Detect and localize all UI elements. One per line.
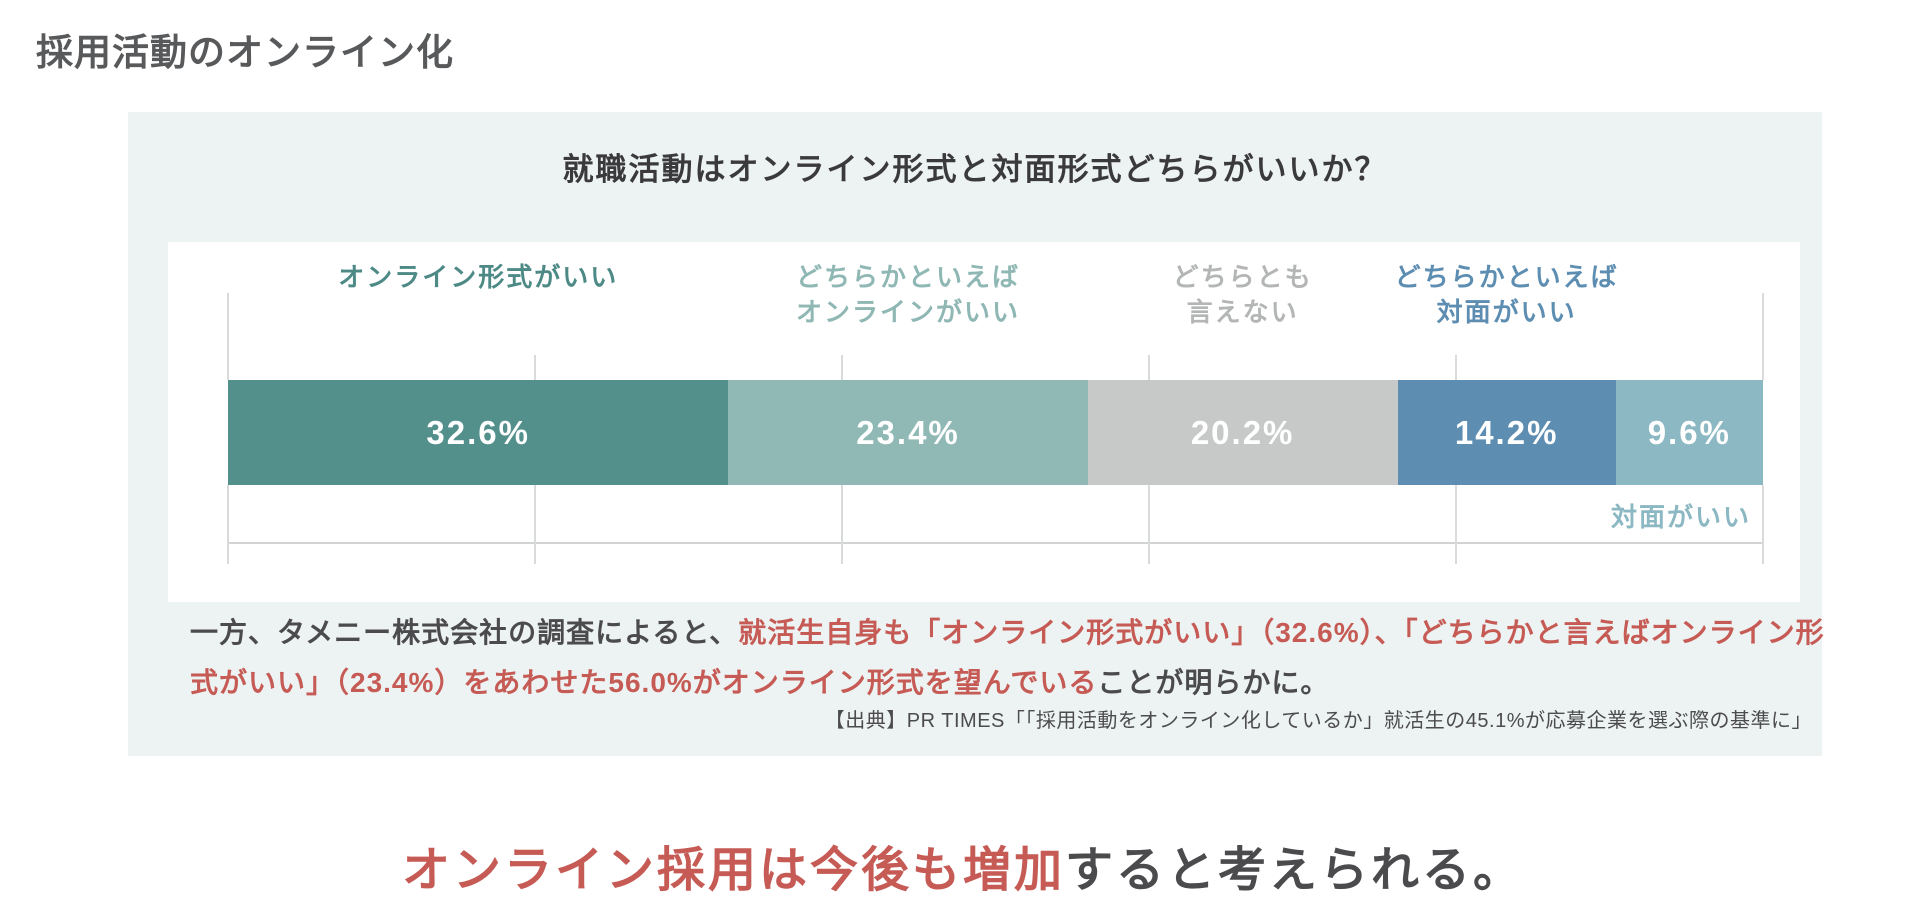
bar-value-label-1: 32.6% [426,413,530,451]
category-label-2-line2: オンラインがいい [795,297,1021,327]
bar-segment-3: 20.2% [1087,380,1398,485]
axis-tick [841,355,843,380]
axis-tick [227,293,229,380]
category-label-2-line1: どちらかといえば [795,262,1021,292]
grid-column-line [534,485,536,564]
category-label-4-line1: どちらかといえば [1394,262,1619,292]
stacked-bar: 32.6% 23.4% 20.2% 14.2% 9.6% [228,380,1763,485]
page-title: 採用活動のオンライン化 [36,32,454,73]
category-label-4: どちらかといえば 対面がいい [1395,260,1619,330]
body-lead: 一方、タメニー株式会社の調査によると、 [190,617,739,648]
headline-rest: すると考えられる。 [1065,844,1525,897]
survey-card: 就職活動はオンライン形式と対面形式どちらがいいか？ オンライン形式がいい どちら… [128,112,1824,756]
grid-column-line [1148,485,1150,564]
grid-column-line [1762,485,1764,564]
category-label-3-line2: 言えない [1186,297,1299,327]
conclusion-headline: オンライン採用は今後も増加すると考えられる。 [0,830,1926,900]
category-label-5: 対面がいい [1610,502,1751,532]
bar-segment-4: 14.2% [1397,380,1616,485]
grid-horizontal-line [228,542,1763,544]
bar-segment-1: 32.6% [228,380,729,485]
category-label-1-line1: オンライン形式がいい [338,262,619,292]
category-label-4-line2: 対面がいい [1436,297,1577,327]
bar-value-label-5: 9.6% [1647,413,1731,451]
bar-value-label-4: 14.2% [1454,413,1559,451]
headline-highlight: オンライン採用は今後も増加 [401,844,1065,897]
axis-tick [1148,355,1150,380]
axis-tick [1455,355,1457,380]
body-highlight: 就活生自身も「オンライン形式がいい」（32.6%）、「どちらかと言えばオンライン… [190,617,1825,698]
grid-column-line [841,485,843,564]
axis-tick [1762,293,1764,380]
source-citation: 【出典】PR TIMES「「採用活動をオンライン化しているか」就活生の45.1%… [824,710,1812,732]
chart-title: 就職活動はオンライン形式と対面形式どちらがいいか？ [562,152,1388,187]
chart-panel: オンライン形式がいい どちらかといえば オンラインがいい どちらとも 言えない … [168,242,1800,602]
grid-column-line [227,485,229,564]
axis-tick [534,355,536,380]
category-label-3: どちらとも 言えない [1173,260,1313,330]
bar-value-label-3: 20.2% [1190,413,1295,451]
body-rest: ことが明らかに。 [1097,667,1330,698]
bar-value-label-2: 23.4% [856,413,960,451]
plot-area: オンライン形式がいい どちらかといえば オンラインがいい どちらとも 言えない … [227,262,1764,564]
grid-column-line [1455,485,1457,564]
bar-segment-2: 23.4% [728,380,1088,485]
body-text: 一方、タメニー株式会社の調査によると、就活生自身も「オンライン形式がいい」（32… [190,608,1830,708]
bar-segment-5: 9.6% [1615,380,1763,485]
category-label-2: どちらかといえば オンラインがいい [796,260,1020,330]
category-label-1: オンライン形式がいい [338,260,618,295]
category-label-3-line1: どちらとも [1172,262,1313,292]
